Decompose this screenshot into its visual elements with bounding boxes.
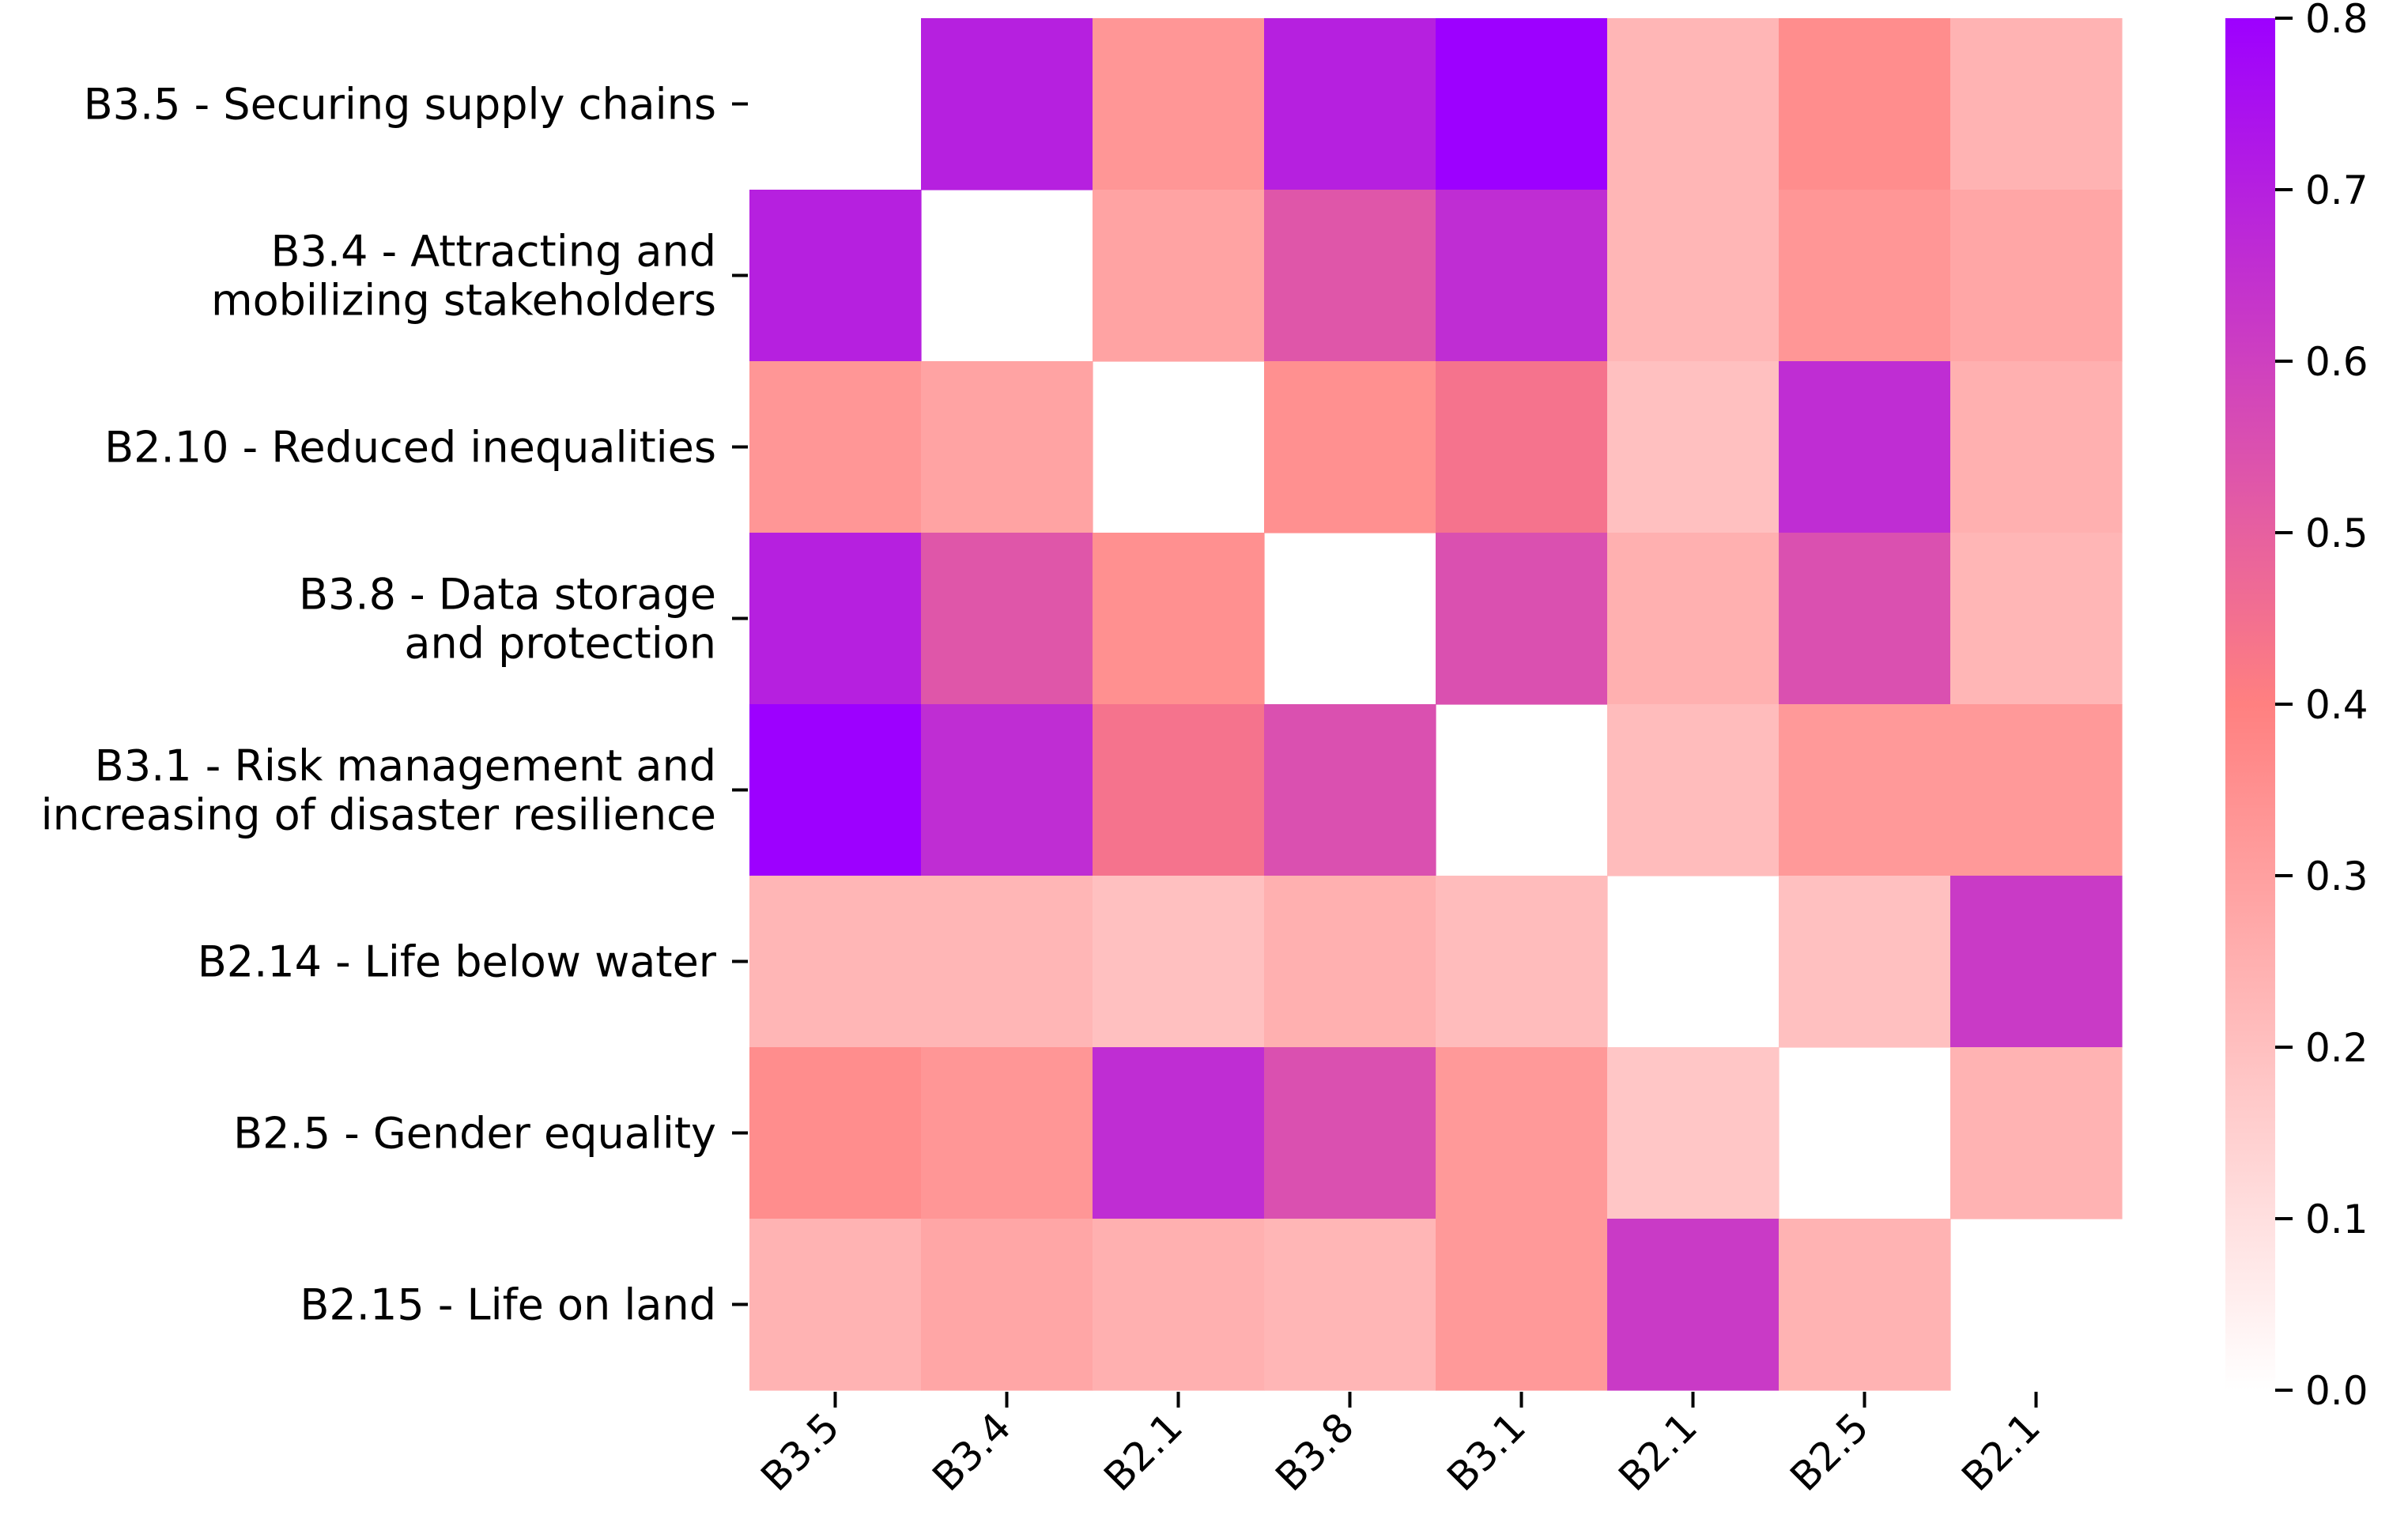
heatmap-cell — [921, 361, 1093, 533]
heatmap-cell — [1093, 190, 1265, 362]
heatmap-cell — [921, 533, 1093, 705]
column-label: B2.1 — [1953, 1404, 2049, 1500]
heatmap-cell — [749, 190, 922, 362]
heatmap-cell — [1950, 876, 2123, 1048]
heatmap-cell — [1779, 190, 1951, 362]
colorbar-tick-label: 0.4 — [2305, 682, 2368, 728]
heatmap-cell — [1436, 533, 1608, 705]
row-label: B3.1 - Risk management and increasing of … — [41, 741, 716, 840]
column-label: B3.8 — [1266, 1404, 1363, 1500]
heatmap-cell — [1264, 704, 1436, 876]
column-label: B3.1 — [1438, 1404, 1534, 1500]
colorbar-ticks: 0.0 0.1 0.2 0.3 0.4 0.5 0.6 0.7 0.8 — [2275, 0, 2368, 1414]
column-label: B2.1 — [1095, 1404, 1191, 1500]
heatmap-cell — [1779, 18, 1951, 190]
heatmap-cell — [1607, 704, 1780, 876]
heatmap-cell — [1950, 533, 2123, 705]
heatmap-cell — [1607, 190, 1780, 362]
row-labels: B3.5 - Securing supply chains B3.4 - Attr… — [41, 80, 748, 1330]
heatmap-cell — [1607, 361, 1780, 533]
heatmap-cell — [1436, 361, 1608, 533]
colorbar-gradient — [2225, 18, 2275, 1390]
heatmap-cell — [1436, 190, 1608, 362]
heatmap-cell — [749, 361, 922, 533]
row-label: B3.4 - Attracting and mobilizing stakehol… — [211, 227, 716, 326]
column-label: B3.5 — [752, 1404, 848, 1500]
heatmap-cell — [1093, 533, 1265, 705]
heatmap-cell — [1264, 1047, 1436, 1219]
row-label: B2.5 - Gender equality — [233, 1109, 716, 1159]
heatmap-cell — [1436, 1219, 1608, 1391]
colorbar-tick-label: 0.8 — [2305, 0, 2368, 42]
row-label: B3.8 - Data storage and protection — [299, 570, 716, 669]
heatmap-cell — [1779, 876, 1951, 1048]
colorbar-tick-label: 0.3 — [2305, 854, 2368, 899]
column-label: B3.4 — [923, 1404, 1020, 1500]
heatmap-cell — [1264, 1219, 1436, 1391]
heatmap-cell — [921, 1219, 1093, 1391]
heatmap-cell — [1264, 361, 1436, 533]
heatmap-cell — [749, 533, 922, 705]
heatmap-cell — [1093, 876, 1265, 1048]
heatmap-cells — [749, 18, 2123, 1391]
heatmap-cell — [749, 704, 922, 876]
heatmap-cell — [1950, 704, 2123, 876]
heatmap-cell — [1264, 190, 1436, 362]
heatmap-cell — [921, 18, 1093, 190]
heatmap-cell — [921, 1047, 1093, 1219]
colorbar-tick-label: 0.5 — [2305, 511, 2368, 556]
row-label: B2.10 - Reduced inequalities — [104, 423, 716, 473]
heatmap-cell — [1607, 1219, 1780, 1391]
heatmap-cell — [1607, 18, 1780, 190]
heatmap-cell — [1264, 18, 1436, 190]
heatmap-cell — [1950, 18, 2123, 190]
row-label: B3.5 - Securing supply chains — [84, 80, 716, 130]
heatmap-cell — [1093, 18, 1265, 190]
row-label: B2.14 - Life below water — [198, 937, 717, 987]
colorbar-tick-label: 0.7 — [2305, 168, 2368, 213]
heatmap-cell — [1950, 190, 2123, 362]
heatmap-cell — [1093, 1047, 1265, 1219]
column-label: B2.5 — [1781, 1404, 1878, 1500]
heatmap-cell — [1779, 361, 1951, 533]
heatmap-cell — [1779, 533, 1951, 705]
heatmap-cell — [1779, 1219, 1951, 1391]
colorbar-tick-label: 0.1 — [2305, 1197, 2368, 1242]
heatmap-cell — [749, 1219, 922, 1391]
colorbar: 0.0 0.1 0.2 0.3 0.4 0.5 0.6 0.7 0.8 — [2225, 0, 2368, 1414]
heatmap-cell — [1607, 533, 1780, 705]
heatmap-cell — [1950, 1047, 2123, 1219]
heatmap-cell — [1093, 1219, 1265, 1391]
column-label: B2.1 — [1610, 1404, 1706, 1500]
heatmap-cell — [1093, 704, 1265, 876]
column-labels: B3.5 B3.4 B2.1 B3.8 B3.1 B2.1 B2.5 B2.1 — [752, 1392, 2049, 1500]
heatmap-cell — [1436, 18, 1608, 190]
heatmap-cell — [1264, 876, 1436, 1048]
heatmap-cell — [1950, 361, 2123, 533]
colorbar-tick-label: 0.2 — [2305, 1025, 2368, 1071]
heatmap-cell — [1436, 1047, 1608, 1219]
heatmap-cell — [921, 876, 1093, 1048]
heatmap-cell — [749, 1047, 922, 1219]
heatmap-cell — [1436, 876, 1608, 1048]
heatmap-cell — [1779, 704, 1951, 876]
colorbar-tick-label: 0.6 — [2305, 339, 2368, 385]
colorbar-tick-label: 0.0 — [2305, 1368, 2368, 1414]
row-label: B2.15 - Life on land — [300, 1280, 716, 1330]
heatmap-cell — [1607, 1047, 1780, 1219]
heatmap-cell — [921, 704, 1093, 876]
heatmap-cell — [749, 876, 922, 1048]
